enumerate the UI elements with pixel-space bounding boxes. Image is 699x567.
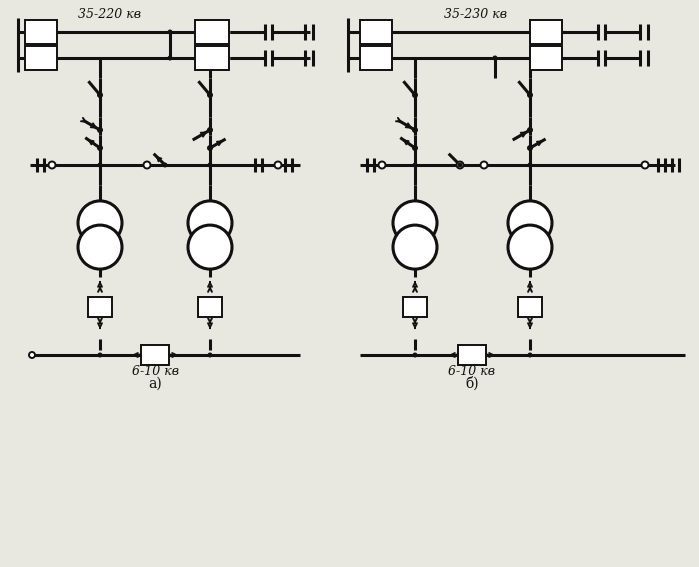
Circle shape <box>480 162 487 168</box>
Circle shape <box>412 127 418 133</box>
Circle shape <box>208 353 212 358</box>
Circle shape <box>143 162 150 168</box>
Circle shape <box>393 201 437 245</box>
Circle shape <box>97 127 103 133</box>
Text: 35-220 кв: 35-220 кв <box>78 8 141 21</box>
Circle shape <box>208 163 212 167</box>
Circle shape <box>527 92 533 98</box>
Circle shape <box>97 92 103 98</box>
Circle shape <box>458 163 463 167</box>
Circle shape <box>97 353 103 358</box>
Circle shape <box>412 163 417 167</box>
Bar <box>530 46 562 70</box>
Circle shape <box>97 163 103 167</box>
Circle shape <box>528 353 533 358</box>
Bar <box>198 297 222 317</box>
Circle shape <box>527 127 533 133</box>
Circle shape <box>393 225 437 269</box>
Circle shape <box>456 162 463 168</box>
Bar <box>141 345 169 365</box>
Bar <box>518 297 542 317</box>
Circle shape <box>378 162 386 168</box>
Circle shape <box>412 353 417 358</box>
Circle shape <box>188 201 232 245</box>
Bar <box>403 297 427 317</box>
Circle shape <box>48 162 55 168</box>
Circle shape <box>188 225 232 269</box>
Circle shape <box>207 145 213 151</box>
Bar <box>458 345 486 365</box>
Circle shape <box>168 29 173 35</box>
Circle shape <box>162 163 168 167</box>
Circle shape <box>528 163 533 167</box>
Circle shape <box>78 201 122 245</box>
Text: а): а) <box>148 377 162 391</box>
Bar <box>360 46 392 70</box>
Bar <box>195 20 229 44</box>
Bar <box>25 46 57 70</box>
Circle shape <box>508 225 552 269</box>
Circle shape <box>97 145 103 151</box>
Circle shape <box>493 56 498 61</box>
Circle shape <box>412 145 418 151</box>
Circle shape <box>168 56 173 61</box>
Circle shape <box>412 92 418 98</box>
Circle shape <box>78 225 122 269</box>
Bar <box>530 20 562 44</box>
Text: б): б) <box>466 376 479 391</box>
Text: 6-10 кв: 6-10 кв <box>449 365 496 378</box>
Bar <box>195 46 229 70</box>
Bar <box>88 297 112 317</box>
Circle shape <box>29 352 35 358</box>
Circle shape <box>275 162 282 168</box>
Bar <box>360 20 392 44</box>
Circle shape <box>527 145 533 151</box>
Text: 6-10 кв: 6-10 кв <box>131 365 178 378</box>
Text: 35-230 кв: 35-230 кв <box>443 8 507 21</box>
Bar <box>25 20 57 44</box>
Circle shape <box>508 201 552 245</box>
Circle shape <box>642 162 649 168</box>
Circle shape <box>207 92 213 98</box>
Circle shape <box>207 127 213 133</box>
